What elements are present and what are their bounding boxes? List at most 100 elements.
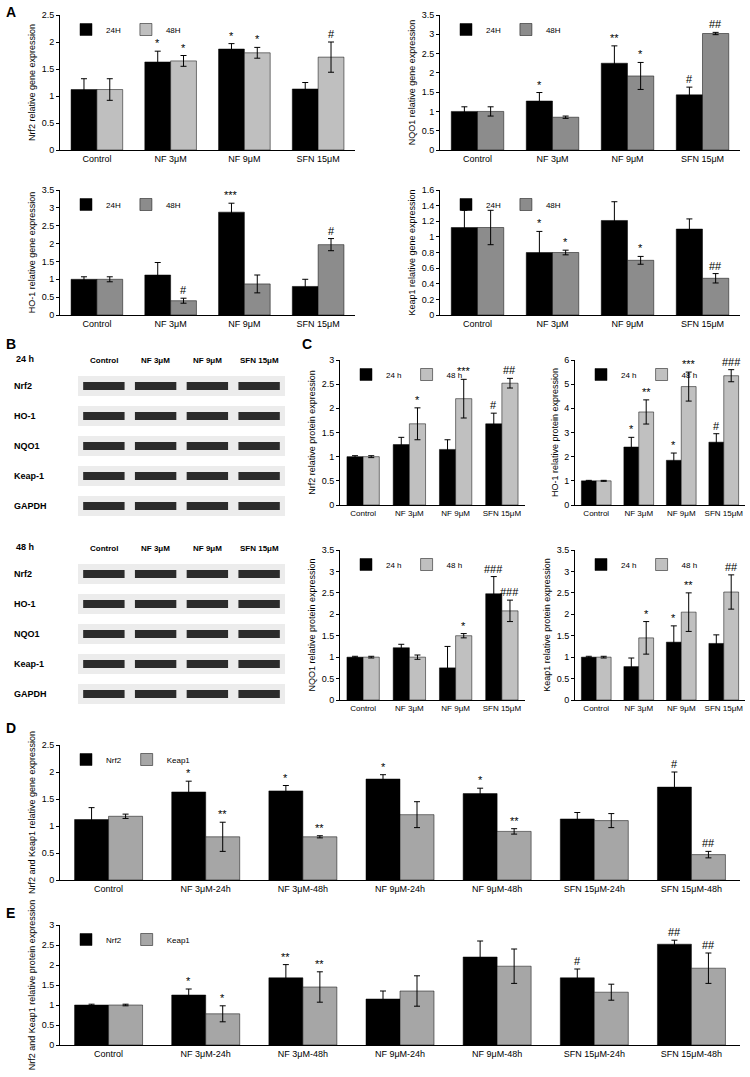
svg-text:##: ## — [503, 364, 516, 376]
svg-text:HO-1: HO-1 — [14, 411, 36, 421]
svg-text:SFN 15μM: SFN 15μM — [483, 509, 522, 518]
svg-text:HO-1 relative gene expression: HO-1 relative gene expression — [27, 192, 37, 314]
svg-text:2: 2 — [49, 239, 54, 249]
svg-text:24 h: 24 h — [386, 561, 402, 570]
svg-text:**: ** — [684, 579, 693, 591]
svg-text:NF 3μM: NF 3μM — [155, 154, 187, 164]
svg-text:2.5: 2.5 — [42, 940, 55, 950]
svg-text:*: * — [629, 423, 634, 435]
svg-text:1.5: 1.5 — [42, 257, 55, 267]
svg-text:2: 2 — [564, 609, 569, 619]
svg-text:Nrf2: Nrf2 — [106, 936, 122, 945]
svg-text:*: * — [186, 767, 191, 779]
svg-text:##: ## — [709, 260, 722, 272]
svg-text:24 h: 24 h — [621, 371, 637, 380]
svg-text:*: * — [381, 761, 386, 773]
svg-text:**: ** — [218, 808, 227, 820]
svg-text:SFN 15μM-48h: SFN 15μM-48h — [661, 1049, 722, 1059]
svg-text:SFN 15μM: SFN 15μM — [240, 544, 279, 553]
svg-text:1: 1 — [49, 1000, 54, 1010]
svg-text:SFN 15μM-48h: SFN 15μM-48h — [661, 884, 722, 894]
svg-text:48H: 48H — [166, 201, 181, 210]
svg-text:*: * — [644, 608, 649, 620]
svg-text:##: ## — [702, 837, 715, 849]
svg-text:*: * — [478, 774, 483, 786]
svg-text:Nrf2 and Keap1 relative gene e: Nrf2 and Keap1 relative gene expression — [27, 731, 37, 894]
svg-text:*: * — [415, 394, 420, 406]
svg-text:0: 0 — [49, 310, 54, 320]
svg-text:NF 3μM-48h: NF 3μM-48h — [278, 1049, 328, 1059]
svg-text:SFN 15μM: SFN 15μM — [681, 154, 724, 164]
svg-text:0.5: 0.5 — [42, 848, 55, 858]
svg-text:0: 0 — [564, 695, 569, 705]
svg-text:***: *** — [224, 189, 238, 201]
svg-text:1.5: 1.5 — [422, 87, 435, 97]
svg-text:1.5: 1.5 — [42, 980, 55, 990]
svg-text:#: # — [328, 225, 335, 237]
svg-text:1.5: 1.5 — [557, 631, 570, 641]
svg-text:**: ** — [315, 822, 324, 834]
svg-text:NF 3μM: NF 3μM — [624, 704, 653, 713]
svg-text:1.5: 1.5 — [42, 64, 55, 74]
svg-text:A: A — [6, 4, 16, 20]
svg-text:##: ## — [725, 561, 738, 573]
svg-text:Nrf2: Nrf2 — [106, 756, 122, 765]
svg-text:Nrf2 and Keap1 relative protei: Nrf2 and Keap1 relative protein expressi… — [27, 900, 37, 1071]
svg-text:48H: 48H — [546, 201, 561, 210]
svg-text:B: B — [6, 336, 16, 352]
svg-text:24H: 24H — [106, 201, 121, 210]
svg-text:Control: Control — [94, 1049, 123, 1059]
svg-text:SFN 15μM: SFN 15μM — [240, 356, 279, 365]
svg-text:48 h: 48 h — [682, 561, 698, 570]
svg-text:Control: Control — [463, 154, 492, 164]
svg-text:5: 5 — [564, 379, 569, 389]
svg-text:D: D — [6, 720, 16, 736]
svg-text:48 h: 48 h — [447, 561, 463, 570]
svg-text:1: 1 — [429, 107, 434, 117]
svg-text:1: 1 — [49, 91, 54, 101]
svg-text:NF 3μM: NF 3μM — [395, 704, 424, 713]
svg-text:0: 0 — [49, 145, 54, 155]
svg-text:NF 3μM: NF 3μM — [141, 356, 170, 365]
svg-text:0.5: 0.5 — [322, 674, 335, 684]
svg-text:48H: 48H — [166, 26, 181, 35]
svg-text:Control: Control — [583, 704, 609, 713]
svg-text:##: ## — [709, 18, 722, 30]
svg-text:0: 0 — [49, 1040, 54, 1050]
svg-text:SFN 15μM: SFN 15μM — [681, 319, 724, 329]
svg-text:1.5: 1.5 — [322, 631, 335, 641]
svg-text:2.5: 2.5 — [42, 221, 55, 231]
svg-text:3: 3 — [49, 203, 54, 213]
svg-text:***: *** — [457, 365, 471, 377]
svg-text:NF 3μM: NF 3μM — [395, 509, 424, 518]
svg-text:1.2: 1.2 — [422, 216, 435, 226]
svg-text:NF 3μM-24h: NF 3μM-24h — [181, 884, 231, 894]
svg-text:*: * — [461, 620, 466, 632]
svg-text:**: ** — [642, 386, 651, 398]
svg-text:0.8: 0.8 — [422, 248, 435, 258]
svg-text:NQO1 relative protein expressi: NQO1 relative protein expression — [307, 558, 317, 691]
svg-text:GAPDH: GAPDH — [14, 501, 47, 511]
svg-text:2: 2 — [329, 403, 334, 413]
svg-text:NF 9μM: NF 9μM — [667, 704, 696, 713]
svg-text:2: 2 — [49, 37, 54, 47]
svg-text:C: C — [302, 336, 312, 352]
svg-text:2.5: 2.5 — [322, 379, 335, 389]
svg-text:HO-1: HO-1 — [14, 599, 36, 609]
svg-text:1: 1 — [49, 821, 54, 831]
svg-text:24H: 24H — [106, 26, 121, 35]
svg-text:0: 0 — [49, 875, 54, 885]
svg-text:24H: 24H — [486, 201, 501, 210]
svg-text:NF 9μM: NF 9μM — [193, 544, 222, 553]
svg-text:*: * — [229, 30, 234, 42]
svg-text:3.5: 3.5 — [557, 545, 570, 555]
svg-text:NF 9μM: NF 9μM — [228, 154, 260, 164]
svg-text:Control: Control — [82, 154, 111, 164]
svg-text:1: 1 — [329, 452, 334, 462]
svg-text:NQO1: NQO1 — [14, 441, 40, 451]
svg-text:Control: Control — [350, 704, 376, 713]
svg-text:NF 9μM-24h: NF 9μM-24h — [375, 1049, 425, 1059]
svg-text:**: ** — [510, 815, 519, 827]
svg-text:NF 9μM: NF 9μM — [441, 509, 470, 518]
svg-text:Keap1 relative protein express: Keap1 relative protein expression — [542, 558, 552, 692]
